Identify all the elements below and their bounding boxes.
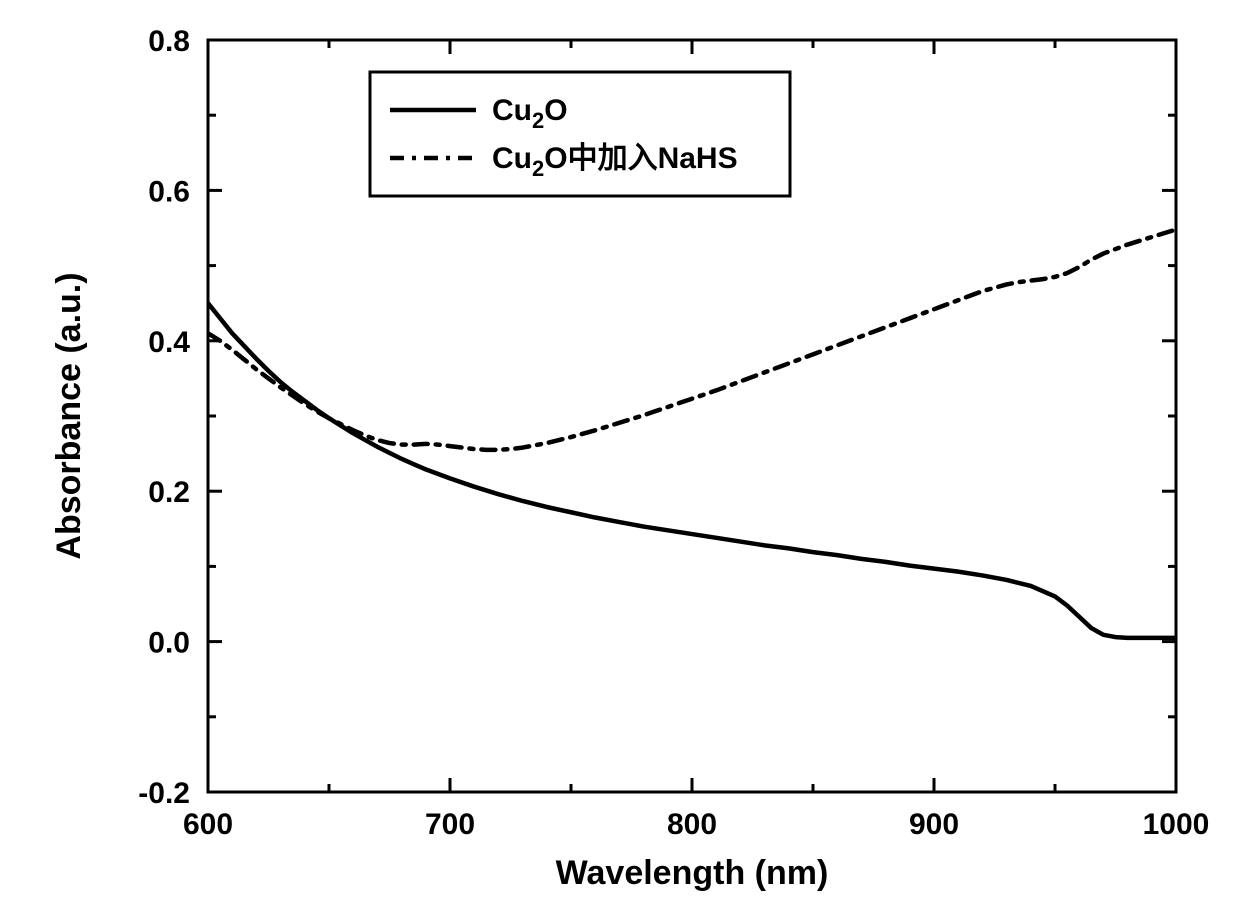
x-axis-label: Wavelength (nm) [556,854,829,892]
y-axis-label: Absorbance (a.u.) [50,272,88,559]
y-tick-label: 0.6 [148,175,190,208]
y-tick-label: 0.0 [148,627,190,660]
x-tick-label: 1000 [1143,808,1210,841]
x-tick-label: 900 [909,808,959,841]
y-tick-label: 0.8 [148,25,190,58]
y-tick-label: 0.2 [148,476,190,509]
x-tick-label: 700 [425,808,475,841]
legend-box [370,72,790,196]
x-tick-label: 800 [667,808,717,841]
absorbance-chart: 600 700 800 900 1000 -0.2 0.0 0.2 0.4 0.6 0.8 Wavel… [0,0,1240,913]
chart-container: 600 700 800 900 1000 -0.2 0.0 0.2 0.4 0.6 0.8 Wavel… [0,0,1240,913]
y-tick-label: -0.2 [138,777,190,810]
x-tick-label: 600 [183,808,233,841]
y-tick-label: 0.4 [148,326,190,359]
